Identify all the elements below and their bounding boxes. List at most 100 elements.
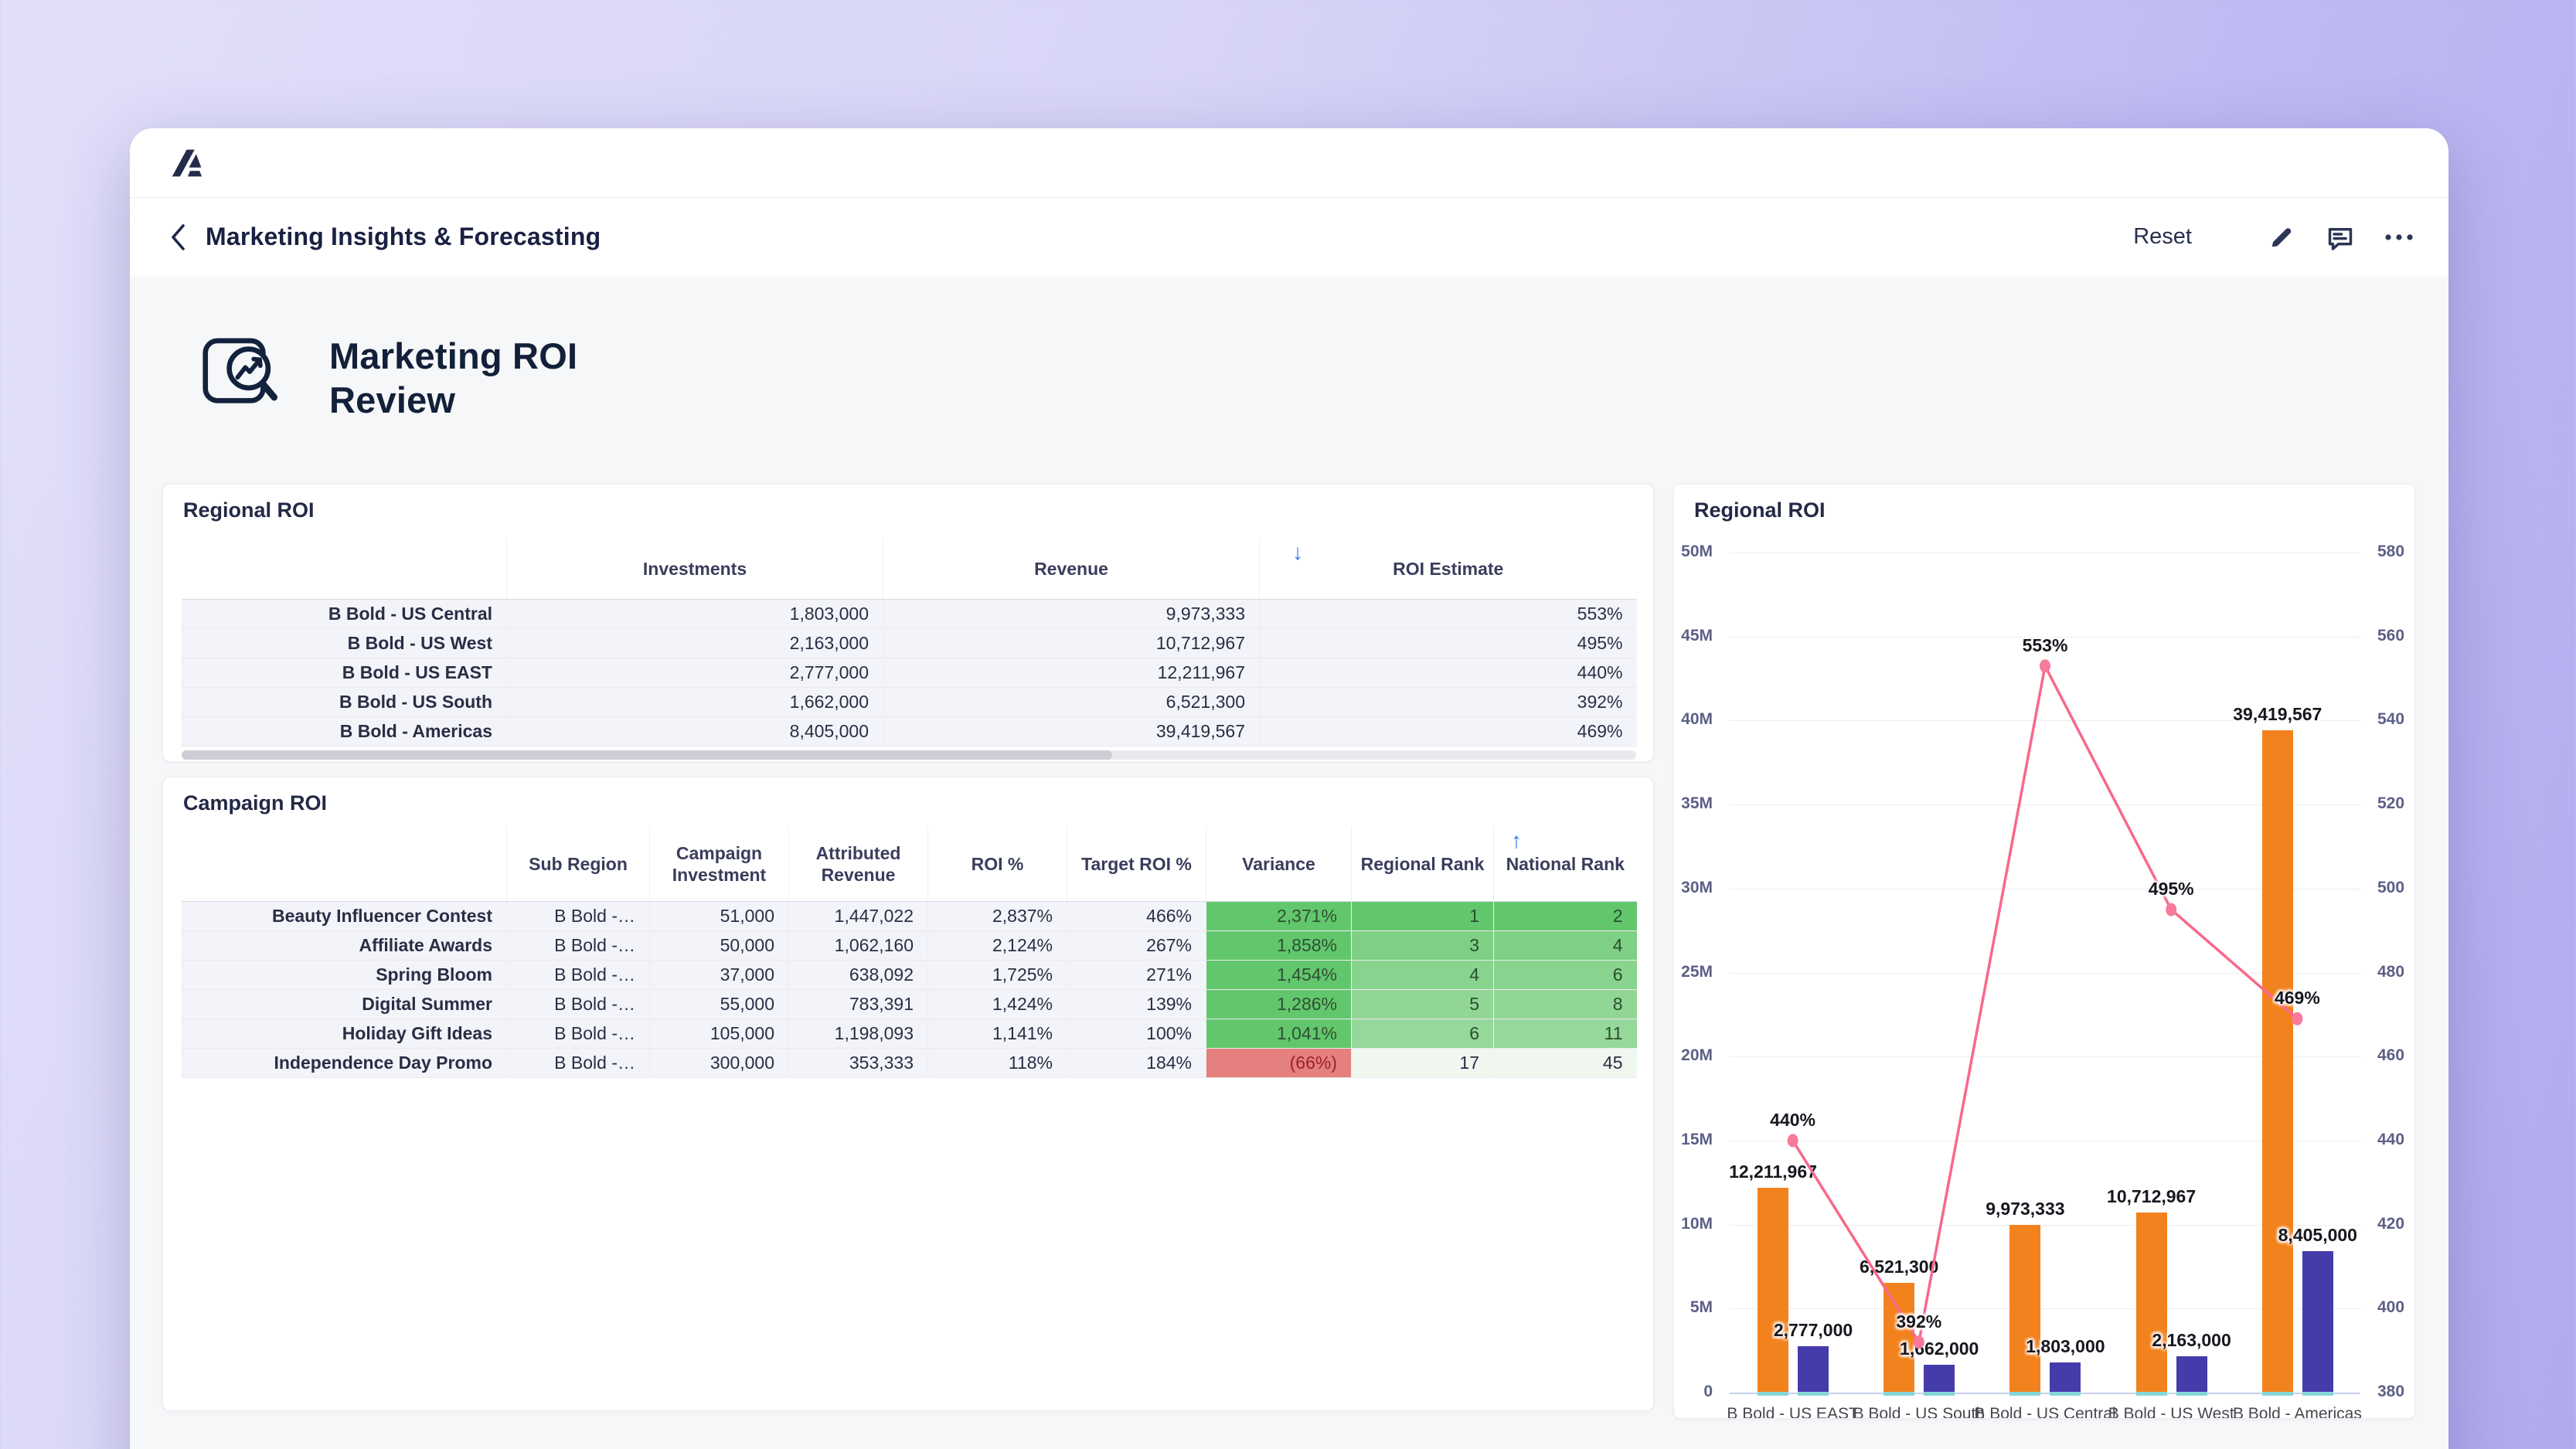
investment-value-label: 2,163,000 <box>2152 1329 2231 1350</box>
sort-ascending-icon[interactable]: ↑ <box>1511 828 1522 852</box>
campaign-roi-table: Sub Region Campaign Investment Attributed … <box>182 827 1637 1078</box>
baseline-marker <box>1798 1392 1829 1396</box>
column-header-Revenue[interactable]: Revenue <box>883 539 1260 600</box>
app-logo-icon[interactable] <box>172 146 204 180</box>
cell-regional-rank: 5 <box>1351 989 1494 1019</box>
line-point[interactable] <box>2040 659 2050 673</box>
left-axis-tick: 35M <box>1681 794 1713 813</box>
comment-icon[interactable] <box>2322 219 2359 256</box>
column-header-National Rank[interactable]: National Rank ↑ <box>1493 827 1637 902</box>
cell-sub-region: B Bold -… <box>506 1048 650 1078</box>
cell-regional-rank: 17 <box>1351 1048 1494 1078</box>
line-path <box>1792 662 2299 1346</box>
table-row[interactable]: B Bold - US West 2,163,000 10,712,967 495% <box>182 628 1637 658</box>
revenue-bar[interactable] <box>2135 1213 2167 1393</box>
cell-roi-percent: 2,124% <box>927 930 1067 961</box>
line-point[interactable] <box>2166 903 2177 917</box>
cell-sub-region: B Bold -… <box>506 1019 650 1049</box>
left-axis-tick: 30M <box>1681 878 1713 896</box>
column-header-name[interactable] <box>182 827 507 902</box>
column-header-Campaign Investment[interactable]: Campaign Investment <box>649 827 789 902</box>
dashboard-title: Marketing Insights & Forecasting <box>206 223 601 250</box>
line-point[interactable] <box>1913 1335 1924 1349</box>
cell-target-roi-percent: 184% <box>1067 1048 1206 1078</box>
cell-campaign-investment: 105,000 <box>649 1019 789 1049</box>
column-header-Regional Rank[interactable]: Regional Rank <box>1351 827 1494 902</box>
baseline-marker <box>2261 1392 2293 1396</box>
x-axis-label: B Bold - US Central <box>1974 1405 2116 1419</box>
cell-sub-region: B Bold -… <box>506 960 650 990</box>
cell-investments: 2,163,000 <box>506 628 883 658</box>
table-row[interactable]: Affiliate Awards B Bold -… 50,000 1,062,160… <box>182 930 1637 961</box>
cell-roi-estimate: 553% <box>1259 599 1637 629</box>
revenue-bar[interactable] <box>2009 1225 2041 1393</box>
cell-campaign-investment: 300,000 <box>649 1048 789 1078</box>
column-header-name[interactable] <box>182 539 507 600</box>
x-axis-label: B Bold - US South <box>1853 1405 1985 1419</box>
sort-descending-icon[interactable]: ↓ <box>1292 540 1303 564</box>
column-header-Sub Region[interactable]: Sub Region <box>506 827 650 902</box>
back-chevron-icon[interactable] <box>170 223 187 251</box>
table-row[interactable]: Digital Summer B Bold -… 55,000 783,391 1,42… <box>182 989 1637 1019</box>
cell-target-roi-percent: 267% <box>1067 930 1206 961</box>
column-header-Variance[interactable]: Variance <box>1206 827 1352 902</box>
column-header-Attributed Revenue[interactable]: Attributed Revenue <box>788 827 928 902</box>
investment-value-label: 8,405,000 <box>2278 1225 2357 1246</box>
cell-national-rank: 11 <box>1493 1019 1637 1049</box>
reset-button[interactable]: Reset <box>2133 224 2192 249</box>
table-row[interactable]: B Bold - US EAST 2,777,000 12,211,967 440% <box>182 658 1637 688</box>
revenue-bar[interactable] <box>1884 1283 1915 1393</box>
investment-bar[interactable] <box>2176 1355 2207 1393</box>
column-header-Investments[interactable]: Investments <box>506 539 883 600</box>
cell-regional-rank: 1 <box>1351 901 1494 931</box>
horizontal-scrollbar[interactable] <box>182 750 1636 760</box>
right-axis-tick: 420 <box>2377 1214 2405 1233</box>
cell-roi-percent: 2,837% <box>927 901 1067 931</box>
regional-roi-table: Investments Revenue ROI Estimate ↓ B Bold - … <box>182 539 1637 747</box>
baseline-marker <box>1884 1392 1915 1396</box>
campaign-roi-table-card: Campaign ROI Sub Region Campaign Investme… <box>162 777 1654 1411</box>
right-axis-tick: 460 <box>2377 1046 2405 1065</box>
right-axis-tick: 540 <box>2377 710 2405 729</box>
column-header-ROI %[interactable]: ROI % <box>927 827 1067 902</box>
investment-bar[interactable] <box>1798 1345 1829 1393</box>
page-title: Marketing ROI Review <box>329 335 578 420</box>
column-header-ROI Estimate[interactable]: ROI Estimate ↓ <box>1259 539 1637 600</box>
cell-national-rank: 6 <box>1493 960 1637 990</box>
roi-estimate-line <box>1787 659 2303 1349</box>
table-row[interactable]: Beauty Influencer Contest B Bold -… 51,000… <box>182 901 1637 931</box>
edit-pencil-icon[interactable] <box>2263 219 2300 256</box>
revenue-bar[interactable] <box>2261 730 2293 1393</box>
investment-bar[interactable] <box>2050 1362 2081 1393</box>
more-options-icon[interactable] <box>2380 219 2418 256</box>
line-point[interactable] <box>2292 1012 2303 1026</box>
investment-bar[interactable] <box>2302 1251 2333 1393</box>
cell-roi-estimate: 392% <box>1259 687 1637 717</box>
cell-variance: 1,286% <box>1206 989 1352 1019</box>
baseline-marker <box>1924 1392 1955 1396</box>
revenue-bar[interactable] <box>1758 1187 1788 1393</box>
right-axis-tick: 380 <box>2377 1383 2405 1400</box>
baseline-marker <box>2302 1392 2333 1396</box>
table-row[interactable]: B Bold - US South 1,662,000 6,521,300 392% <box>182 687 1637 717</box>
page-navbar: Marketing Insights & Forecasting Reset <box>130 197 2448 276</box>
table-row[interactable]: Spring Bloom B Bold -… 37,000 638,092 1,725%… <box>182 960 1637 990</box>
cell-campaign-investment: 55,000 <box>649 989 789 1019</box>
left-axis-tick: 40M <box>1681 710 1713 729</box>
scrollbar-thumb[interactable] <box>182 750 1113 760</box>
roi-point-label: 440% <box>1770 1109 1816 1130</box>
table-row[interactable]: Holiday Gift Ideas B Bold -… 105,000 1,198,… <box>182 1019 1637 1049</box>
table-row[interactable]: Independence Day Promo B Bold -… 300,000 35… <box>182 1048 1637 1078</box>
cell-region-name: B Bold - Americas <box>182 716 507 747</box>
investment-bar[interactable] <box>1924 1364 1955 1393</box>
cell-campaign-investment: 50,000 <box>649 930 789 961</box>
cell-roi-percent: 1,424% <box>927 989 1067 1019</box>
line-point[interactable] <box>1787 1134 1798 1148</box>
table-row[interactable]: B Bold - US Central 1,803,000 9,973,333 553… <box>182 599 1637 629</box>
cell-sub-region: B Bold -… <box>506 901 650 931</box>
cell-region-name: B Bold - US Central <box>182 599 507 629</box>
cell-attributed-revenue: 1,447,022 <box>788 901 928 931</box>
column-header-Target ROI %[interactable]: Target ROI % <box>1067 827 1206 902</box>
roi-point-label: 392% <box>1896 1311 1942 1332</box>
table-row[interactable]: B Bold - Americas 8,405,000 39,419,567 469% <box>182 716 1637 747</box>
